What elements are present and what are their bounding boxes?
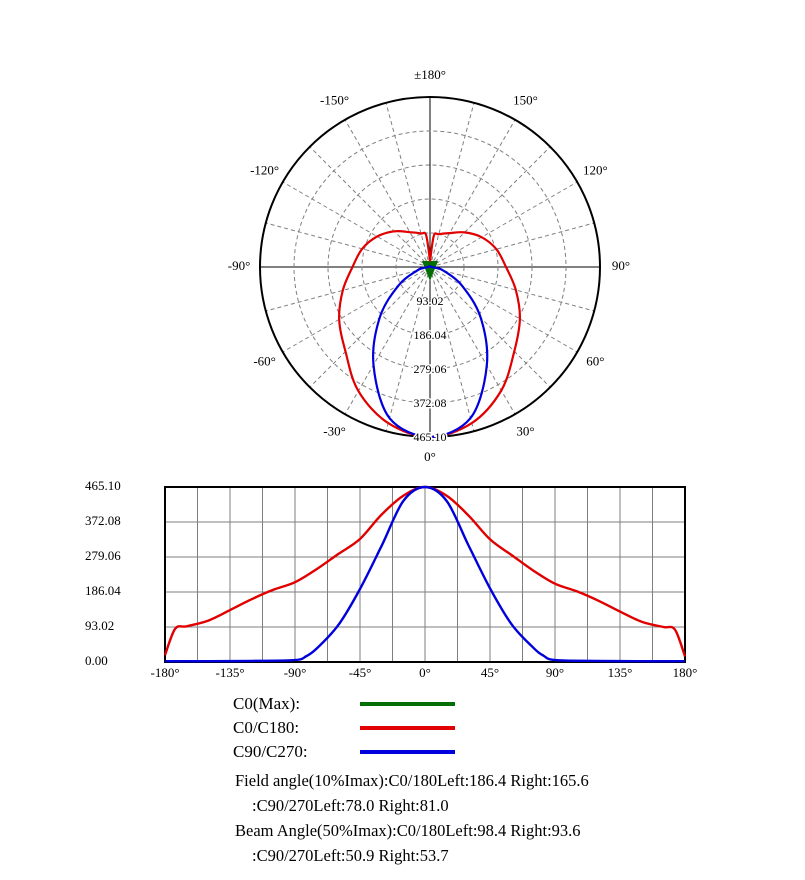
polar-angle-label: 120° bbox=[583, 162, 608, 177]
polar-angle-label: ±180° bbox=[414, 67, 446, 82]
polar-angle-label: -90° bbox=[228, 258, 251, 273]
polar-radial-gridline bbox=[429, 266, 475, 432]
polar-radial-gridline bbox=[344, 266, 431, 415]
legend-row-c0max: C0(Max): bbox=[233, 692, 455, 716]
polar-angle-label: 0° bbox=[424, 449, 436, 464]
charts-canvas: 93.02 186.04 279.06 372.08 465.10 ±180° 150° 12… bbox=[85, 67, 697, 680]
polar-radial-gridline bbox=[429, 102, 475, 268]
polar-angle-label: -150° bbox=[320, 93, 349, 108]
y-tick-label: 0.00 bbox=[85, 653, 108, 668]
y-tick-label: 93.02 bbox=[85, 618, 114, 633]
legend-label-c0max: C0(Max): bbox=[233, 694, 301, 713]
field-angle-c90-line: :C90/270Left:78.0 Right:81.0 bbox=[252, 796, 449, 815]
polar-radial-gridline bbox=[429, 266, 595, 312]
polar-angle-label: -30° bbox=[323, 423, 346, 438]
x-tick-label: 0° bbox=[419, 665, 431, 680]
polar-angle-label: 30° bbox=[516, 423, 534, 438]
legend: C0(Max): C0/C180: C90/C270: bbox=[233, 692, 455, 764]
photometric-annotations: Field angle(10%Imax):C0/180Left:186.4 Ri… bbox=[235, 768, 589, 868]
polar-ring-label: 372.08 bbox=[414, 396, 447, 410]
polar-ring-label: 186.04 bbox=[414, 328, 447, 342]
y-tick-label: 465.10 bbox=[85, 478, 121, 493]
x-tick-label: 135° bbox=[608, 665, 633, 680]
x-tick-label: -90° bbox=[284, 665, 307, 680]
polar-angle-label: 60° bbox=[586, 353, 604, 368]
polar-angle-label: -60° bbox=[253, 353, 276, 368]
polar-radial-gridline bbox=[282, 181, 431, 268]
legend-label-c0c180: C0/C180: bbox=[233, 718, 300, 737]
x-tick-label: -180° bbox=[150, 665, 179, 680]
polar-radial-gridline bbox=[429, 181, 578, 268]
x-tick-label: 45° bbox=[481, 665, 499, 680]
polar-radial-gridline bbox=[385, 266, 431, 432]
polar-angle-label: -120° bbox=[250, 162, 279, 177]
polar-ring-label: 465.10 bbox=[414, 430, 447, 444]
polar-angle-label: 150° bbox=[513, 93, 538, 108]
polar-max-marker bbox=[422, 261, 438, 281]
legend-label-c90c270: C90/C270: bbox=[233, 742, 308, 761]
polar-radial-gridline bbox=[385, 102, 431, 268]
beam-angle-c90-line: :C90/270Left:50.9 Right:53.7 bbox=[252, 846, 449, 865]
polar-radial-gridline bbox=[429, 222, 595, 268]
beam-angle-c0-line: Beam Angle(50%Imax):C0/180Left:98.4 Righ… bbox=[235, 821, 581, 840]
polar-radial-gridline bbox=[429, 119, 516, 268]
polar-chart: 93.02 186.04 279.06 372.08 465.10 ±180° 150° 12… bbox=[228, 67, 630, 464]
polar-ring bbox=[327, 164, 533, 370]
polar-radial-gridline bbox=[265, 266, 431, 312]
polar-radial-gridline bbox=[429, 266, 578, 353]
polar-radial-gridline bbox=[344, 119, 431, 268]
x-tick-label: -45° bbox=[349, 665, 372, 680]
y-tick-label: 279.06 bbox=[85, 548, 121, 563]
polar-radial-gridline bbox=[309, 266, 431, 388]
polar-ring-label: 93.02 bbox=[417, 294, 444, 308]
legend-row-c90c270: C90/C270: bbox=[233, 740, 455, 764]
cartesian-chart: -180° -135° -90° -45° 0° 45° 90° 135° 180° 465.10… bbox=[85, 478, 697, 680]
polar-radial-gridline bbox=[429, 266, 551, 388]
polar-ring bbox=[361, 198, 499, 336]
polar-ring bbox=[293, 130, 567, 404]
y-tick-label: 372.08 bbox=[85, 513, 121, 528]
polar-radial-gridline bbox=[282, 266, 431, 353]
polar-ring-label: 279.06 bbox=[414, 362, 447, 376]
polar-angle-label: 90° bbox=[612, 258, 630, 273]
polar-curve-c90c270 bbox=[372, 265, 489, 439]
x-tick-label: 90° bbox=[546, 665, 564, 680]
legend-swatch-c90c270 bbox=[360, 750, 455, 754]
polar-ring bbox=[395, 232, 465, 302]
legend-swatch-c0max bbox=[360, 702, 455, 706]
line-curve-c90c270 bbox=[164, 485, 686, 663]
x-tick-label: -135° bbox=[215, 665, 244, 680]
polar-radial-gridline bbox=[429, 146, 551, 268]
polar-radial-gridline bbox=[309, 146, 431, 268]
legend-swatch-c0c180 bbox=[360, 726, 455, 730]
x-tick-label: 180° bbox=[673, 665, 698, 680]
y-tick-label: 186.04 bbox=[85, 583, 121, 598]
legend-row-c0c180: C0/C180: bbox=[233, 716, 455, 740]
field-angle-c0-line: Field angle(10%Imax):C0/180Left:186.4 Ri… bbox=[235, 771, 589, 790]
polar-radial-gridline bbox=[265, 222, 431, 268]
